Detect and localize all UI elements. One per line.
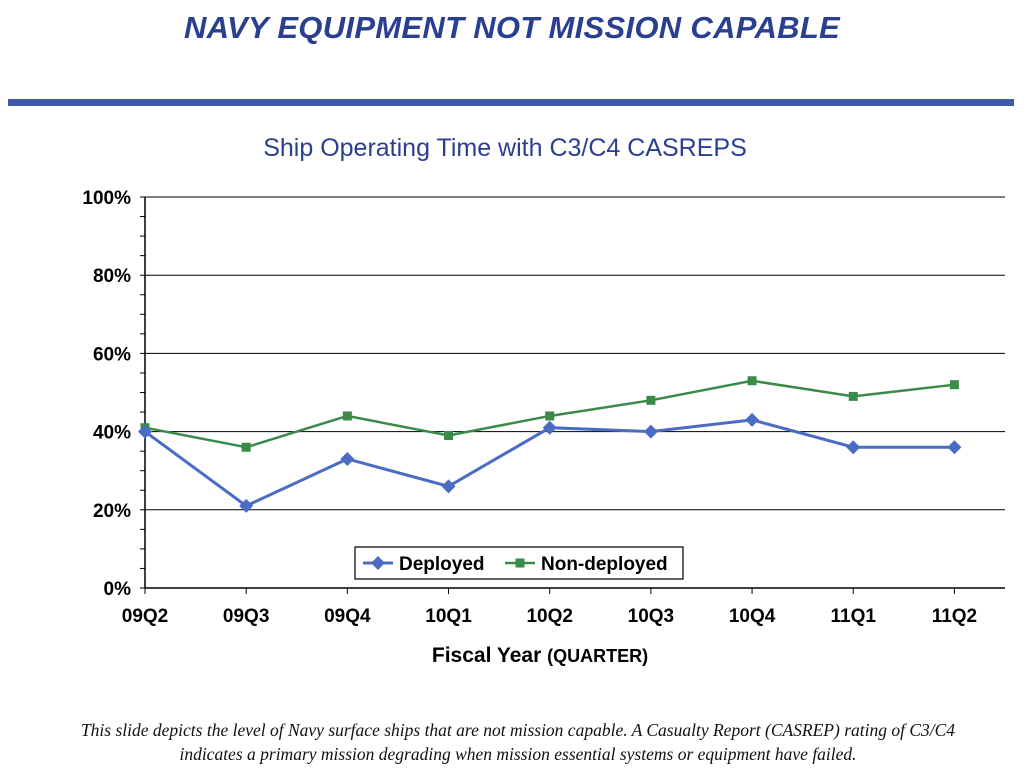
x-axis-label: Fiscal Year (QUARTER) <box>432 644 648 667</box>
data-point-deployed <box>947 440 962 455</box>
y-tick-label: 100% <box>82 188 131 209</box>
data-point-non-deployed <box>747 376 757 386</box>
data-point-non-deployed <box>444 431 454 441</box>
data-point-non-deployed <box>848 391 858 401</box>
data-point-deployed <box>542 420 557 435</box>
x-tick-label: 10Q2 <box>526 606 572 627</box>
x-tick-label: 10Q3 <box>628 606 674 627</box>
data-point-non-deployed <box>241 442 251 452</box>
data-point-deployed <box>441 479 456 494</box>
data-point-deployed <box>846 440 861 455</box>
line-chart: 0% 20% 40% 60% 80% 100% 09Q2 09Q3 09Q4 10Q1 10Q2 10… <box>82 188 1005 667</box>
legend-label-deployed: Deployed <box>399 554 485 575</box>
data-point-deployed <box>745 412 760 427</box>
x-axis-label-main: Fiscal Year <box>432 644 547 667</box>
x-axis-label-suffix: (QUARTER) <box>547 646 648 666</box>
title-divider <box>8 99 1014 106</box>
chart-title: Ship Operating Time with C3/C4 CASREPS <box>263 134 747 162</box>
data-point-deployed <box>138 424 152 439</box>
x-tick-label: 10Q4 <box>729 606 776 627</box>
x-tick-label: 10Q1 <box>425 606 472 627</box>
data-point-deployed <box>643 424 658 439</box>
caption-line-2: indicates a primary mission degrading wh… <box>179 744 857 764</box>
y-tick-label: 0% <box>104 579 132 600</box>
data-point-non-deployed <box>545 411 555 421</box>
y-tick-label: 60% <box>93 344 131 365</box>
y-tick-label: 40% <box>93 423 131 444</box>
x-tick-label: 09Q4 <box>324 606 371 627</box>
x-tick-label: 11Q2 <box>932 606 977 627</box>
legend-marker-non-deployed <box>515 558 525 568</box>
data-point-non-deployed <box>949 380 959 390</box>
y-tick-label: 20% <box>93 501 131 522</box>
caption-line-1: This slide depicts the level of Navy sur… <box>80 720 956 740</box>
legend-label-non-deployed: Non-deployed <box>541 554 668 575</box>
x-tick-label: 09Q3 <box>223 606 269 627</box>
page-title: NAVY EQUIPMENT NOT MISSION CAPABLE <box>183 10 841 45</box>
data-point-non-deployed <box>646 395 656 405</box>
legend-marker-deployed <box>371 556 385 570</box>
data-point-non-deployed <box>342 411 352 421</box>
x-tick-label: 09Q2 <box>122 606 168 627</box>
y-tick-label: 80% <box>93 266 131 287</box>
slide-caption: This slide depicts the level of Navy sur… <box>0 718 1036 766</box>
data-point-deployed <box>340 451 355 466</box>
x-tick-label: 11Q1 <box>831 606 877 627</box>
data-point-deployed <box>239 498 254 513</box>
